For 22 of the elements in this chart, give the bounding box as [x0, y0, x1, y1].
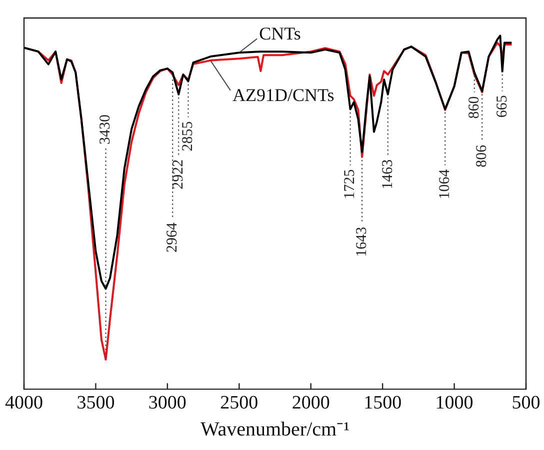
series-label: AZ91D/CNTs: [232, 85, 334, 106]
x-tick-label: 3000: [148, 392, 186, 414]
annotation: 806: [474, 144, 490, 168]
annotation: 1643: [354, 226, 370, 257]
x-tick-label: 2000: [292, 392, 330, 414]
annotation: 2922: [170, 159, 187, 190]
annotation: 1725: [342, 169, 358, 200]
annotation: 2964: [164, 222, 181, 252]
annotation: 3430: [98, 114, 114, 145]
annotation: 665: [494, 95, 510, 118]
annotation: 860: [466, 96, 482, 119]
annotation: 1064: [437, 168, 454, 200]
annotation: 1463: [380, 159, 396, 190]
x-tick-label: 1500: [364, 392, 402, 414]
x-axis-title: Wavenumber/cm⁻¹: [200, 418, 350, 440]
x-tick-label: 3500: [76, 392, 115, 414]
x-tick-label: 1000: [435, 392, 474, 414]
annotation: 2855: [180, 121, 196, 152]
x-tick-label: 500: [512, 392, 540, 414]
x-tick-label: 4000: [5, 392, 43, 414]
x-tick-label: 2500: [220, 392, 258, 414]
series-label: CNTs: [259, 23, 301, 44]
